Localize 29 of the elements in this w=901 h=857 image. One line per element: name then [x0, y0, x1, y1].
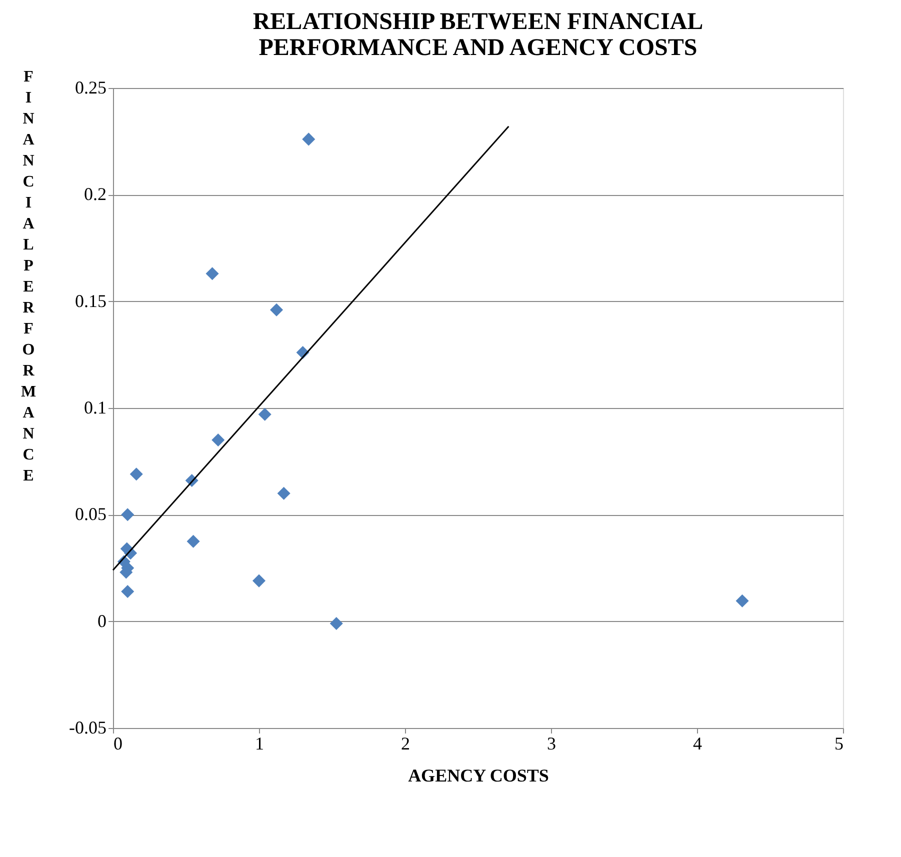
x-tick-label: 1: [255, 734, 264, 754]
x-tick-label: 0: [114, 734, 122, 754]
point: [736, 594, 749, 608]
text: FINANCIAL PERFORMANCE: [20, 68, 36, 484]
y-tick-label: 0.05: [75, 504, 106, 524]
x-tick-label: 5: [834, 734, 844, 754]
point: [330, 616, 343, 630]
point: [302, 132, 316, 146]
point: [270, 303, 284, 316]
point: [258, 408, 272, 421]
x-tick-label: 2: [401, 734, 410, 754]
y-tick-label: 0.15: [75, 290, 106, 311]
chart-title: RELATIONSHIP BETWEEN FINANCIAL PERFORMANCE AND AGENCY COSTS: [252, 9, 704, 61]
y-tick-label: 0.2: [84, 184, 106, 204]
point: [121, 584, 134, 598]
point: [206, 267, 219, 280]
point: [277, 486, 290, 500]
point: [121, 508, 134, 522]
x-tick-label: 4: [693, 734, 702, 754]
x-tick-label: 3: [547, 734, 556, 754]
x-axis-title: AGENCY COSTS: [408, 766, 549, 786]
point: [212, 433, 225, 447]
point: [130, 468, 143, 481]
y-tick-label: -0.05: [69, 718, 106, 738]
y-tick-label: 0.25: [75, 78, 106, 98]
y-tick-label: 0: [98, 610, 106, 631]
y-tick-label: 0.1: [84, 398, 106, 418]
point: [252, 574, 266, 588]
point: [186, 534, 200, 548]
